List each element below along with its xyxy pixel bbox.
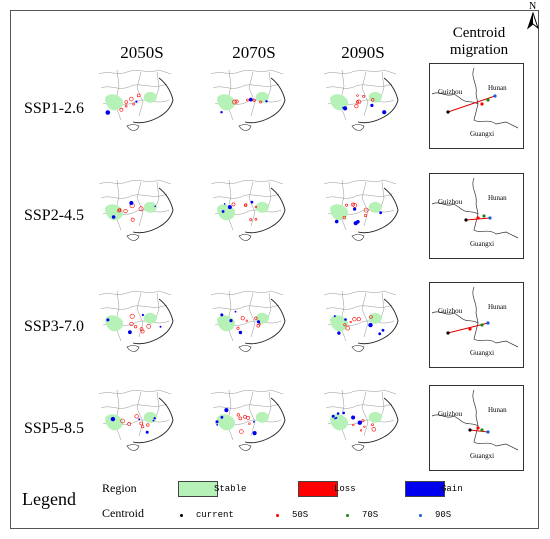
migration-map <box>431 177 519 239</box>
distribution-map <box>210 290 286 352</box>
centroid-point <box>493 94 497 98</box>
migration-panel: Guizhou Hunan Guangxi <box>429 282 524 368</box>
north-arrow-icon <box>526 12 540 30</box>
distribution-map <box>98 179 174 241</box>
legend-label-loss: Loss <box>334 484 356 494</box>
province-label-hunan: Hunan <box>488 406 507 414</box>
centroid-point <box>464 218 468 222</box>
centroid-point <box>476 426 480 430</box>
centroid-point <box>446 110 450 114</box>
row-label-ssp2: SSP2-4.5 <box>24 207 85 224</box>
distribution-map <box>210 389 286 451</box>
col-header-2070s: 2070S <box>232 43 276 62</box>
centroid-point <box>486 321 490 325</box>
figure-frame <box>10 10 539 529</box>
province-label-guangxi: Guangxi <box>470 452 495 460</box>
province-label-guizhou: Guizhou <box>438 88 463 96</box>
legend-centroid-label-current: current <box>196 510 234 520</box>
legend-centroid-label: Centroid <box>102 506 144 520</box>
distribution-map <box>98 69 174 131</box>
legend-swatch-loss <box>298 481 338 497</box>
migration-map <box>431 286 519 348</box>
legend-centroid-dot-70s <box>346 514 349 517</box>
legend-title: Legend <box>22 489 76 509</box>
col-header-2090s: 2090S <box>341 43 385 62</box>
distribution-map <box>323 389 399 451</box>
centroid-point <box>482 214 486 218</box>
centroid-point <box>476 216 480 220</box>
migration-panel: Guizhou Hunan Guangxi <box>429 173 524 259</box>
distribution-map <box>98 290 174 352</box>
centroid-point <box>488 216 492 220</box>
legend-centroid-label-90s: 90S <box>435 510 452 520</box>
row-label-ssp3: SSP3-7.0 <box>24 318 85 335</box>
distribution-map <box>210 69 286 131</box>
migration-map <box>431 67 519 129</box>
legend-region-label: Region <box>102 481 137 495</box>
province-label-guizhou: Guizhou <box>438 198 463 206</box>
province-label-guangxi: Guangxi <box>470 240 495 248</box>
legend-label-gain: Gain <box>441 484 463 494</box>
migration-panel: Guizhou Hunan Guangxi <box>429 63 524 149</box>
distribution-map <box>323 179 399 241</box>
legend-centroid-label-70s: 70S <box>362 510 379 520</box>
migration-map <box>431 389 519 451</box>
distribution-map <box>323 69 399 131</box>
legend-centroid-dot-50s <box>276 514 279 517</box>
distribution-map <box>323 290 399 352</box>
migration-header-line1: Centroid <box>452 25 506 41</box>
centroid-point <box>468 428 472 432</box>
row-label-ssp1: SSP1-2.6 <box>24 100 85 117</box>
centroid-point <box>480 323 484 327</box>
legend-swatch-stable <box>178 481 218 497</box>
row-label-ssp5: SSP5-8.5 <box>24 420 85 437</box>
province-label-guangxi: Guangxi <box>470 349 495 357</box>
col-header-2050s: 2050S <box>120 43 164 62</box>
migration-panel: Guizhou Hunan Guangxi <box>429 385 524 471</box>
distribution-map <box>98 389 174 451</box>
migration-header-line2: migration <box>449 42 509 58</box>
centroid-point <box>480 102 484 106</box>
migration-header: Centroid migration <box>434 25 524 59</box>
centroid-point <box>480 428 484 432</box>
legend-centroid-label-50s: 50S <box>292 510 309 520</box>
province-label-guizhou: Guizhou <box>438 307 463 315</box>
distribution-map <box>210 179 286 241</box>
centroid-point <box>446 331 450 335</box>
province-label-hunan: Hunan <box>488 194 507 202</box>
legend-swatch-gain <box>405 481 445 497</box>
centroid-point <box>486 98 490 102</box>
legend-centroid-dot-90s <box>419 514 422 517</box>
centroid-point <box>468 327 472 331</box>
north-label: N <box>529 1 537 12</box>
legend-centroid-dot-current <box>180 514 183 517</box>
legend-label-stable: Stable <box>214 484 247 494</box>
province-label-guangxi: Guangxi <box>470 130 495 138</box>
province-label-guizhou: Guizhou <box>438 410 463 418</box>
centroid-point <box>486 430 490 434</box>
province-label-hunan: Hunan <box>488 303 507 311</box>
province-label-hunan: Hunan <box>488 84 507 92</box>
